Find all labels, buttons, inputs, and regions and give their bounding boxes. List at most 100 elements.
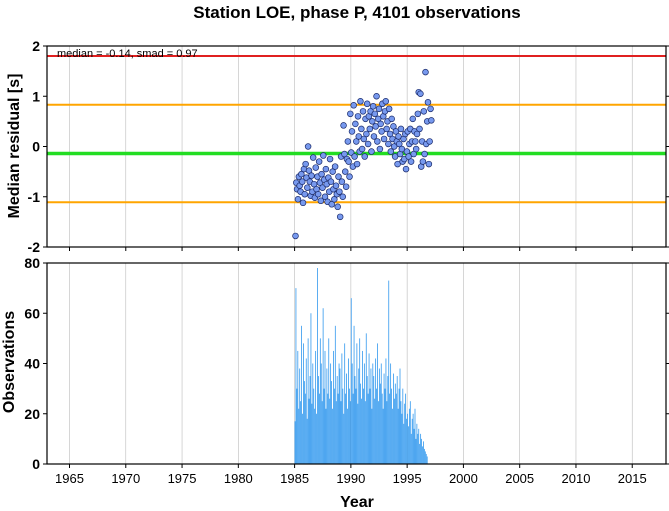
observation-bar <box>348 358 349 464</box>
residual-point <box>336 213 344 221</box>
observation-bar <box>332 408 333 464</box>
observation-bar <box>335 401 337 464</box>
residual-point <box>353 138 360 145</box>
observation-bar <box>365 333 367 464</box>
observation-bar <box>342 388 344 464</box>
residual-point <box>309 154 317 161</box>
observation-bar <box>302 413 303 464</box>
residual-point <box>427 105 434 113</box>
observation-bar <box>306 418 308 464</box>
observation-bar <box>309 376 311 464</box>
observation-bar <box>324 350 326 464</box>
observation-bar <box>321 401 323 464</box>
observation-bar <box>340 401 342 464</box>
observation-bar <box>369 388 371 464</box>
observations-frame <box>46 262 667 465</box>
observation-bar <box>353 325 355 464</box>
observation-bar <box>330 363 332 464</box>
observation-bar <box>346 373 347 464</box>
observation-bar <box>395 393 397 464</box>
y-tick-label: 0 <box>32 456 40 472</box>
observation-bar <box>317 268 318 464</box>
observation-bar <box>379 383 381 464</box>
observation-bar <box>416 423 418 464</box>
residual-point <box>304 184 311 191</box>
observations-y-label: Observations <box>1 311 18 413</box>
observation-bar <box>408 426 409 464</box>
residual-point <box>382 98 390 105</box>
observation-bar <box>303 343 304 464</box>
residual-point <box>396 140 403 148</box>
observation-bar <box>329 398 331 464</box>
chart-title: Station LOE, phase P, 4101 observations <box>193 3 521 22</box>
observation-bar <box>426 456 428 464</box>
observation-bar <box>387 376 389 464</box>
residual-point <box>376 145 384 153</box>
x-tick-label: 1965 <box>55 471 84 486</box>
observations-panel: 0 20 40 60 80 1965 1970 1975 1980 1985 1990 1995 20… <box>1 247 669 511</box>
x-tick-label: 2005 <box>505 471 534 486</box>
observation-bar <box>413 428 415 464</box>
observations-y-ticks: 0 20 40 60 80 <box>24 255 669 472</box>
observation-bar <box>366 376 368 464</box>
observation-bar <box>398 388 400 464</box>
observation-bar <box>408 408 410 464</box>
observation-bar <box>385 358 387 464</box>
observation-bar <box>393 373 394 464</box>
observation-bar <box>333 350 334 464</box>
observation-bar <box>411 418 413 464</box>
observation-bar <box>412 413 414 464</box>
residual-point <box>366 125 374 133</box>
observation-bar <box>299 368 301 464</box>
residual-point <box>317 197 325 205</box>
residual-point <box>416 125 423 133</box>
residual-point <box>372 123 379 130</box>
observation-bar <box>316 413 317 464</box>
observation-bar <box>414 408 416 464</box>
residual-point <box>302 160 309 168</box>
residual-point <box>387 148 395 155</box>
observation-bar <box>364 401 366 464</box>
observation-bar <box>294 421 296 464</box>
residual-point <box>314 190 322 198</box>
observation-bar <box>307 338 309 464</box>
residual-point <box>361 153 368 160</box>
observation-bar <box>359 338 361 464</box>
residual-point <box>413 130 421 138</box>
y-tick-label: 80 <box>24 255 40 271</box>
observation-bar <box>372 363 374 464</box>
residual-point <box>334 203 341 211</box>
observation-bar <box>349 401 351 464</box>
observation-bar <box>391 388 392 464</box>
residual-point <box>410 150 417 158</box>
residual-point <box>318 170 325 178</box>
observation-bar <box>382 408 384 464</box>
observation-bar <box>315 350 317 464</box>
observation-bar <box>339 368 341 464</box>
reference-lines <box>47 55 666 204</box>
observation-bar <box>327 393 329 464</box>
residual-point <box>299 178 306 185</box>
residual-point <box>294 196 302 203</box>
residual-point <box>388 115 395 123</box>
residual-point <box>312 164 320 171</box>
observation-bar <box>407 413 408 464</box>
observation-bar <box>409 401 411 464</box>
residual-point <box>426 138 433 145</box>
residual-point <box>310 180 318 188</box>
observation-bar <box>374 398 376 464</box>
x-axis-label: Year <box>340 494 374 511</box>
residual-point <box>360 135 368 143</box>
residual-point <box>341 168 349 175</box>
observation-bar <box>318 393 320 464</box>
residual-point <box>348 128 356 135</box>
observation-bar <box>347 408 348 464</box>
x-tick-label: 1995 <box>393 471 422 486</box>
observation-bar <box>357 403 359 464</box>
residual-point <box>424 99 432 106</box>
x-tick-label: 2000 <box>449 471 478 486</box>
residual-point <box>380 135 388 143</box>
observation-bar <box>360 383 362 464</box>
residual-point <box>422 68 429 76</box>
observation-bar <box>378 368 380 464</box>
